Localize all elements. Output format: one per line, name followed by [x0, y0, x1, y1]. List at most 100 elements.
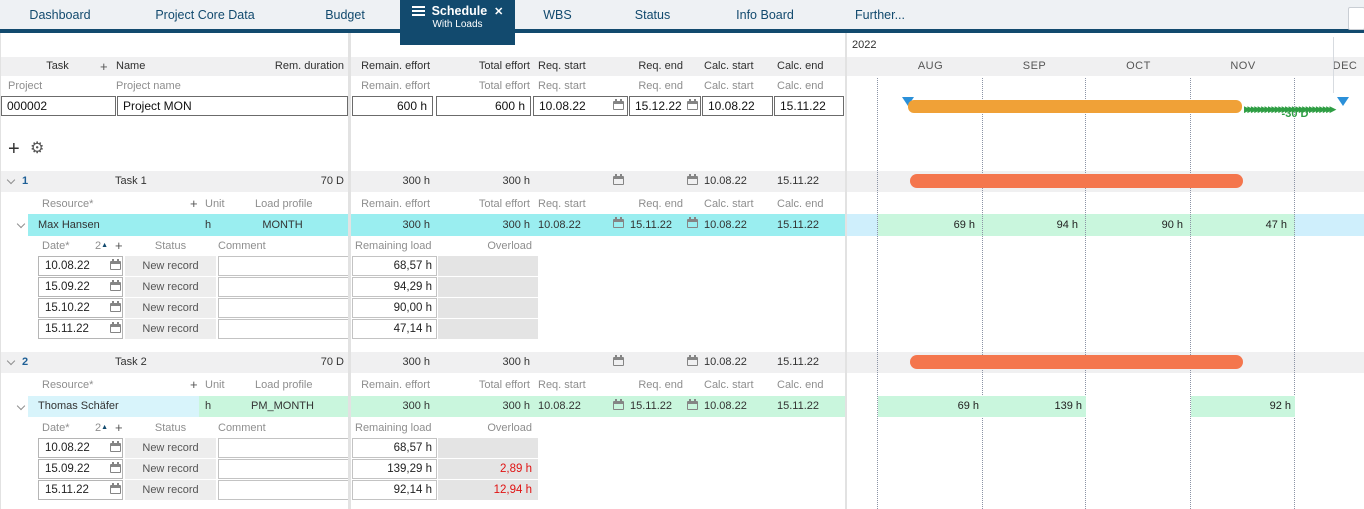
project-remain-effort-field[interactable]: 600 h	[352, 96, 433, 116]
calendar-icon[interactable]	[110, 483, 121, 494]
tab-status[interactable]: Status	[600, 0, 705, 29]
add-column-icon[interactable]: +	[100, 59, 108, 74]
task-row-2[interactable]: 2 Task 2 70 D 300 h 300 h 10.08.22 15.11…	[0, 352, 1364, 373]
record-date-field[interactable]: 15.11.22	[38, 319, 123, 339]
tab-project-core-data[interactable]: Project Core Data	[120, 0, 290, 29]
resource-unit[interactable]: h	[205, 400, 212, 412]
project-id-field[interactable]: 000002	[1, 96, 116, 116]
calendar-icon[interactable]	[110, 301, 121, 312]
calendar-icon[interactable]	[110, 322, 121, 333]
project-name-field[interactable]: Project MON	[117, 96, 348, 116]
record-comment-field[interactable]	[218, 438, 349, 458]
record-comment-field[interactable]	[218, 256, 349, 276]
resource-total-effort[interactable]: 300 h	[502, 400, 530, 412]
resource-load-profile[interactable]: PM_MONTH	[251, 400, 314, 412]
resource-name[interactable]: Max Hansen	[38, 219, 100, 231]
record-date-field[interactable]: 15.11.22	[38, 480, 123, 500]
record-comment-field[interactable]	[218, 459, 349, 479]
gantt-start-marker-icon[interactable]	[902, 97, 914, 106]
project-req-end-field[interactable]: 15.12.22	[629, 96, 701, 116]
record-date-field[interactable]: 10.08.22	[38, 438, 123, 458]
task-total-effort[interactable]: 300 h	[502, 356, 530, 368]
resource-row-thomas-schaefer[interactable]: Thomas Schäfer h PM_MONTH 300 h 300 h 10…	[0, 396, 1364, 417]
record-date-field[interactable]: 15.09.22	[38, 277, 123, 297]
task-name[interactable]: Task 2	[115, 356, 147, 368]
collapse-chevron-icon[interactable]	[16, 219, 26, 229]
tab-info-board[interactable]: Info Board	[705, 0, 825, 29]
clipped-scroll-button[interactable]	[1348, 7, 1364, 30]
resource-req-end[interactable]: 15.11.22	[630, 400, 673, 412]
tab-budget[interactable]: Budget	[290, 0, 400, 29]
record-comment-field[interactable]	[218, 319, 349, 339]
task-rem-duration[interactable]: 70 D	[320, 356, 344, 368]
add-task-button[interactable]: +	[8, 138, 20, 160]
record-date-field[interactable]: 10.08.22	[38, 256, 123, 276]
record-comment-field[interactable]	[218, 480, 349, 500]
tab-further[interactable]: Further...	[825, 0, 935, 29]
sort-indicator[interactable]: 2▲	[95, 419, 108, 437]
record-remaining-load-field[interactable]: 92,14 h	[352, 480, 437, 500]
hamburger-menu-icon[interactable]	[411, 6, 425, 16]
task-total-effort[interactable]: 300 h	[502, 175, 530, 187]
task-gantt-bar[interactable]	[910, 355, 1243, 369]
task-remain-effort[interactable]: 300 h	[402, 175, 430, 187]
sort-indicator[interactable]: 2▲	[95, 237, 108, 255]
resource-name[interactable]: Thomas Schäfer	[38, 400, 119, 412]
record-remaining-load-field[interactable]: 94,29 h	[352, 277, 437, 297]
calendar-icon[interactable]	[687, 174, 698, 185]
gantt-end-marker-icon[interactable]	[1337, 97, 1349, 106]
task-row-1[interactable]: 1 Task 1 70 D 300 h 300 h 10.08.22 15.11…	[0, 171, 1364, 192]
resource-row-max-hansen[interactable]: Max Hansen h MONTH 300 h 300 h 10.08.22 …	[0, 214, 1364, 236]
project-req-start-field[interactable]: 10.08.22	[533, 96, 628, 116]
resource-remain-effort[interactable]: 300 h	[402, 400, 430, 412]
calendar-icon[interactable]	[110, 259, 121, 270]
collapse-chevron-icon[interactable]	[6, 356, 16, 366]
project-gantt-bar[interactable]	[908, 100, 1242, 113]
calendar-icon[interactable]	[687, 99, 698, 110]
calendar-icon[interactable]	[613, 217, 624, 228]
resource-remain-effort[interactable]: 300 h	[402, 219, 430, 231]
record-remaining-load-field[interactable]: 68,57 h	[352, 438, 437, 458]
project-total-effort-field[interactable]: 600 h	[436, 96, 531, 116]
record-comment-field[interactable]	[218, 298, 349, 318]
project-calc-end-field[interactable]: 15.11.22	[774, 96, 844, 116]
calendar-icon[interactable]	[110, 462, 121, 473]
close-tab-icon[interactable]: ✕	[494, 5, 504, 18]
task-remain-effort[interactable]: 300 h	[402, 356, 430, 368]
tab-schedule-active[interactable]: Schedule ✕ With Loads	[400, 0, 515, 45]
resource-load-profile[interactable]: MONTH	[262, 219, 303, 231]
task-gantt-bar[interactable]	[910, 174, 1243, 188]
collapse-chevron-icon[interactable]	[16, 401, 26, 411]
add-record-icon[interactable]: +	[115, 420, 123, 435]
resource-req-start[interactable]: 10.08.22	[538, 400, 581, 412]
record-remaining-load-field[interactable]: 90,00 h	[352, 298, 437, 318]
add-resource-icon[interactable]: +	[190, 196, 198, 211]
calendar-icon[interactable]	[613, 355, 624, 366]
gantt-splitter[interactable]	[845, 33, 847, 509]
add-record-icon[interactable]: +	[115, 238, 123, 253]
tab-dashboard[interactable]: Dashboard	[0, 0, 120, 29]
record-remaining-load-field[interactable]: 47,14 h	[352, 319, 437, 339]
calendar-icon[interactable]	[613, 174, 624, 185]
record-date-field[interactable]: 15.09.22	[38, 459, 123, 479]
record-remaining-load-field[interactable]: 68,57 h	[352, 256, 437, 276]
table-splitter[interactable]	[348, 33, 351, 509]
calendar-icon[interactable]	[613, 99, 624, 110]
calendar-icon[interactable]	[687, 355, 698, 366]
calendar-icon[interactable]	[687, 399, 698, 410]
record-date-field[interactable]: 15.10.22	[38, 298, 123, 318]
tab-wbs[interactable]: WBS	[515, 0, 600, 29]
calendar-icon[interactable]	[687, 217, 698, 228]
resource-req-end[interactable]: 15.11.22	[630, 219, 673, 231]
calendar-icon[interactable]	[613, 399, 624, 410]
calendar-icon[interactable]	[110, 280, 121, 291]
task-name[interactable]: Task 1	[115, 175, 147, 187]
record-remaining-load-field[interactable]: 139,29 h	[352, 459, 437, 479]
collapse-chevron-icon[interactable]	[6, 175, 16, 185]
settings-gear-button[interactable]: ⚙	[30, 140, 45, 157]
resource-total-effort[interactable]: 300 h	[502, 219, 530, 231]
record-comment-field[interactable]	[218, 277, 349, 297]
calendar-icon[interactable]	[110, 441, 121, 452]
task-rem-duration[interactable]: 70 D	[320, 175, 344, 187]
project-calc-start-field[interactable]: 10.08.22	[702, 96, 773, 116]
